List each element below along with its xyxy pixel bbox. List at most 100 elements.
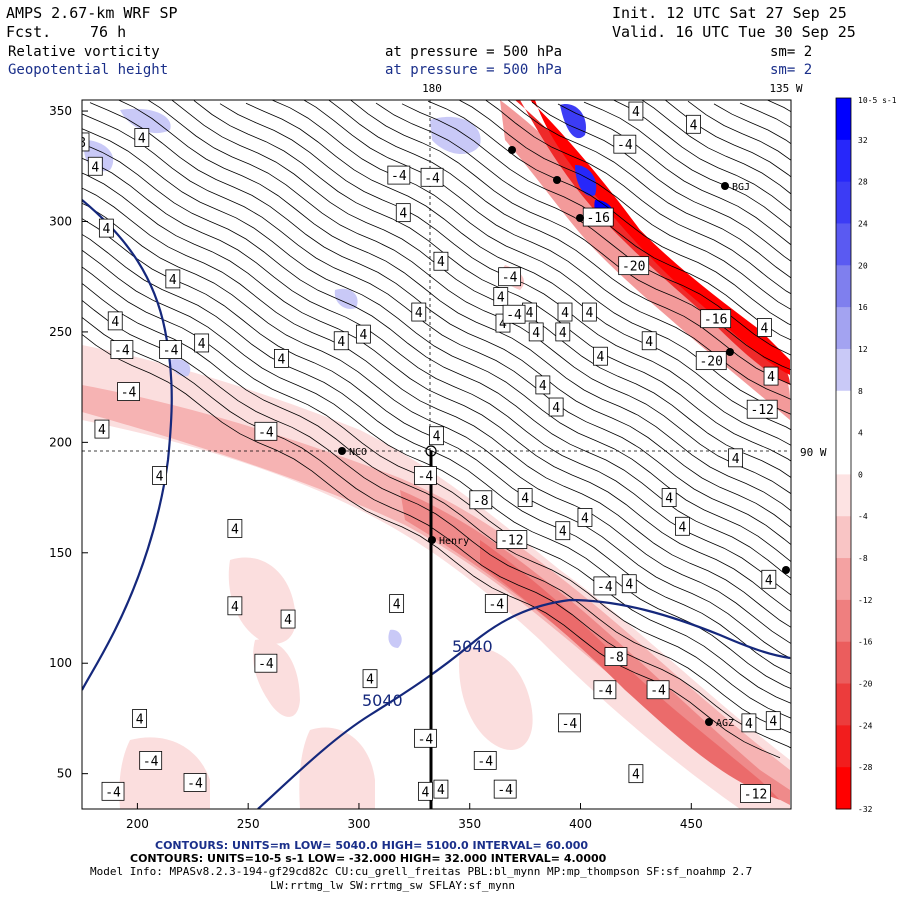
station-marker [576,214,584,222]
contour-label: 4 [581,511,589,526]
contour-label-box [741,713,757,733]
y-tick-label: 350 [49,104,72,118]
contour-label: 4 [138,132,146,147]
plot-frame [81,99,792,810]
station-marker [338,447,346,455]
contour-label-box [484,594,508,613]
contour-label: -4 [424,171,440,186]
contour-label: -4 [258,425,274,440]
colorbar-swatch [836,223,851,266]
height-label-5040-a: 5040 [452,637,493,656]
contour-label: 4 [198,337,206,352]
colorbar-swatch [836,725,851,768]
contour-label: -4 [488,598,504,613]
vorticity-streak [302,100,791,400]
contour-label-box [618,256,650,276]
vorticity-streak [82,187,791,628]
vorticity-streak [739,102,791,128]
contour-label: 4 [521,492,529,507]
vorticity-streak [583,101,791,229]
contour-label: -4 [258,657,274,672]
vorticity-streak [82,143,791,579]
contour-label-box [496,530,528,549]
contour-label-box [159,340,183,359]
contour-label: 4 [111,315,119,330]
vorticity-streak [844,100,900,758]
contour-label-box [254,421,278,441]
colorbar-swatch [836,516,851,559]
vorticity-streak [82,157,791,596]
contour-label: -8 [608,651,624,666]
station-marker [705,718,713,726]
contour-label-box [646,680,670,700]
colorbar-swatch [836,181,851,224]
vorticity-streak [664,100,791,178]
contour-label: 4 [415,306,423,321]
contour-label: 4 [645,335,653,350]
contour-label: 4 [393,598,401,613]
vorticity-streak [171,100,791,478]
colorbar-label: -12 [858,596,873,605]
contour-label-box [557,302,573,322]
contour-label-box [581,302,597,322]
contour-label: -4 [105,785,121,800]
contour-label: -20 [622,260,645,275]
contour-label-box [362,669,378,689]
vorticity-streak [82,233,791,675]
contour-label: 4 [169,273,177,288]
contour-label: -4 [114,344,130,359]
contour-label-box [274,349,289,368]
contour-label-box [280,609,296,629]
contour-label: 4 [690,118,698,133]
x-tick-label: 250 [237,817,260,831]
colorbar-swatch [836,348,851,392]
y-tick-label: 300 [49,214,72,228]
contour-label: -16 [704,313,727,328]
contour-label-box [757,318,772,337]
contour-label: -4 [391,169,407,184]
contour-label: 4 [559,326,567,341]
field1-smooth: sm= 2 [770,44,813,60]
contour-label-box [254,653,278,673]
contour-label: 4 [499,317,507,332]
vorticity-streak [245,102,791,431]
colorbar-frame [835,97,852,810]
contour-label: -4 [477,754,493,769]
contour-label: 4 [769,715,777,730]
colorbar-label: 8 [858,387,863,396]
contour-label: -20 [699,355,722,370]
vorticity-streak [557,103,791,246]
forecast-label: Fcst. [6,23,52,41]
contour-label-box [498,267,522,287]
contour-label-box [535,375,551,395]
colorbar-swatch [836,558,851,601]
contour-label-box [134,128,150,147]
contour-label: 4 [102,222,110,237]
contour-label: 4 [337,335,345,350]
contour-label-box [429,426,444,446]
contour-label: 4 [98,423,106,438]
contour-label: 4 [91,160,99,175]
contour-label: 4 [136,712,144,727]
contour-label-box [414,466,437,485]
contour-label-box [194,333,210,353]
model-info-2: LW:rrtmg_lw SW:rrtmg_sw SFLAY:sf_mynn [270,879,516,892]
lon-label-135w: 135 W [769,82,802,95]
contour-label-box [132,709,148,728]
contour-label: -12 [500,534,523,549]
contour-label-box [548,397,564,417]
negative-vorticity-shading [82,100,790,809]
colorbar-swatch [836,641,851,685]
vorticity-streak [82,172,791,612]
contour-label: -4 [597,580,613,595]
contour-label-box [333,331,349,351]
contour-label-box [700,309,732,329]
contour-label-box [110,340,134,359]
vorticity-streak [271,100,791,415]
contour-label-box [517,488,533,507]
colorbar-label: 28 [858,178,868,187]
station-marker [428,536,436,544]
x-tick-label: 300 [348,817,371,831]
contour-label: 4 [277,352,285,367]
vorticity-streak [147,100,791,495]
